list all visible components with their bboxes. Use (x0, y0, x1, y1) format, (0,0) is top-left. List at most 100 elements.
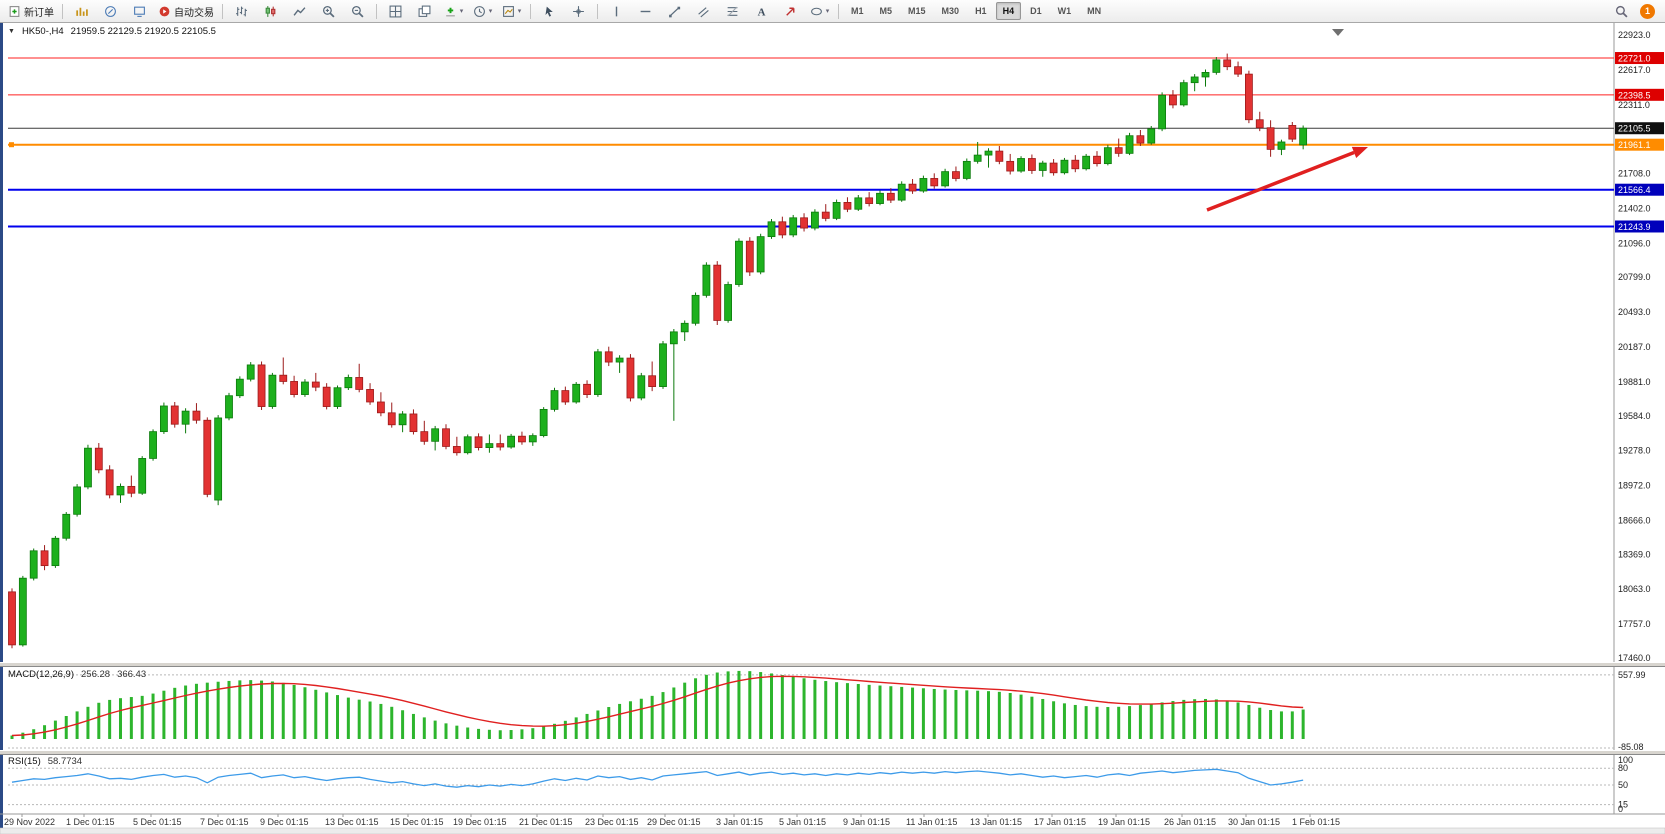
navigator-button[interactable] (96, 0, 125, 22)
macd-bar (1019, 694, 1023, 739)
arrows-button[interactable] (776, 0, 805, 22)
time-tick-label: 29 Dec 01:15 (647, 817, 701, 827)
macd-bar (726, 671, 730, 739)
macd-bar (1138, 705, 1142, 739)
macd-bar (911, 687, 915, 739)
candle (1299, 125, 1308, 150)
candlestick-chart-button[interactable] (256, 0, 285, 22)
candle (290, 375, 299, 398)
cascade-windows-button[interactable] (410, 0, 439, 22)
macd-bar (1301, 709, 1305, 739)
candle (1277, 139, 1286, 156)
time-tick-label: 3 Jan 01:15 (716, 817, 763, 827)
chart-shift-marker[interactable] (1332, 29, 1344, 36)
macd-bar (509, 730, 513, 739)
macd-bar (75, 711, 79, 739)
bar-chart-button[interactable] (227, 0, 256, 22)
price-tick-label: 20187.0 (1618, 342, 1651, 352)
macd-bar (314, 689, 318, 739)
line-chart-button[interactable] (285, 0, 314, 22)
hline-anchor[interactable] (9, 142, 14, 148)
timeframe-h1[interactable]: H1 (975, 6, 987, 16)
zoom-in-button[interactable] (314, 0, 343, 22)
zoom-out-button[interactable] (343, 0, 372, 22)
candle (680, 320, 689, 341)
notification-badge[interactable]: 1 (1640, 3, 1655, 19)
trendline-button[interactable] (660, 0, 689, 22)
hline-tool-icon (639, 5, 652, 18)
crosshair-button[interactable] (564, 0, 593, 22)
candle (1060, 157, 1069, 175)
trend-arrow[interactable] (1206, 146, 1368, 212)
macd-bar (607, 707, 611, 739)
market-watch-button[interactable] (67, 0, 96, 22)
text-button[interactable]: A (747, 0, 776, 22)
channel-button[interactable] (689, 0, 718, 22)
vline-tool-icon (610, 5, 623, 18)
current-price-line-badge (1615, 122, 1664, 135)
bottom-scrollbar[interactable] (0, 827, 1665, 834)
candle (485, 434, 494, 453)
svg-text:A: A (758, 6, 766, 18)
macd-bar (270, 681, 274, 739)
one-click-trading-toggle[interactable]: ▼ (8, 28, 15, 35)
cursor-button[interactable] (535, 0, 564, 22)
tile-windows-button[interactable] (381, 0, 410, 22)
periods-button[interactable]: ▾ (468, 0, 497, 22)
macd-bar (97, 702, 101, 739)
autotrading-button[interactable]: 自动交易 (154, 0, 218, 22)
macd-bar (628, 701, 632, 739)
timeframe-w1[interactable]: W1 (1057, 6, 1072, 16)
candle (659, 340, 667, 389)
chart-candles-icon (264, 5, 277, 18)
candle (1234, 61, 1242, 77)
timeframe-d1[interactable]: D1 (1030, 6, 1042, 16)
macd-panel-splitter[interactable] (0, 662, 1665, 667)
price-level-lines (8, 57, 1614, 228)
rsi-panel-splitter[interactable] (0, 750, 1665, 755)
timeframe-mn[interactable]: MN (1087, 6, 1102, 16)
macd-bar (835, 682, 839, 739)
templates-button[interactable]: ▾ (497, 0, 526, 22)
channel-tool-icon (697, 5, 710, 18)
macd-bar (346, 697, 350, 739)
timeframe-m30[interactable]: M30 (941, 6, 960, 16)
macd-signal-value: 366.43 (117, 669, 147, 680)
timeframe-m1[interactable]: M1 (851, 6, 864, 16)
candle (474, 433, 483, 451)
macd-bar (976, 690, 980, 739)
fibonacci-button[interactable] (718, 0, 747, 22)
vertical-line-button[interactable] (602, 0, 631, 22)
window-frame-left (0, 23, 3, 834)
support-line-blue-1-badge-label: 21566.4 (1618, 185, 1651, 195)
chart-canvas[interactable]: 22923.0 22617.0 22311.0 21708.0 21402.0 21096… (0, 23, 1665, 834)
timeframe-m15[interactable]: M15 (908, 6, 926, 16)
search-button[interactable] (1607, 0, 1636, 22)
chart-line-icon (293, 5, 306, 18)
horizontal-line-button[interactable] (631, 0, 660, 22)
macd-bar (281, 682, 285, 739)
shapes-button[interactable]: ▾ (805, 0, 834, 22)
candle (1028, 154, 1036, 174)
terminal-button[interactable] (125, 0, 154, 22)
resistance-line-upper-badge (1615, 52, 1664, 65)
search-icon (1615, 5, 1628, 18)
candle (398, 411, 407, 433)
macd-bar (411, 713, 415, 739)
price-tick-label: 22617.0 (1618, 65, 1651, 75)
candle (1223, 53, 1232, 71)
candle (355, 363, 364, 393)
candle (138, 456, 147, 495)
timeframe-m5[interactable]: M5 (879, 6, 893, 16)
support-line-orange-badge (1615, 138, 1664, 151)
timeframe-h4[interactable]: H4 (995, 2, 1022, 20)
price-tick-label: 18369.0 (1618, 549, 1651, 559)
macd-bar (780, 675, 784, 739)
macd-bar (618, 703, 622, 739)
macd-bar (845, 683, 849, 739)
candle (257, 361, 266, 410)
indicators-button[interactable]: ▾ (439, 0, 468, 22)
new-order-button[interactable]: 新订单 (4, 0, 58, 22)
chart-window: 22923.0 22617.0 22311.0 21708.0 21402.0 21096… (0, 23, 1665, 834)
